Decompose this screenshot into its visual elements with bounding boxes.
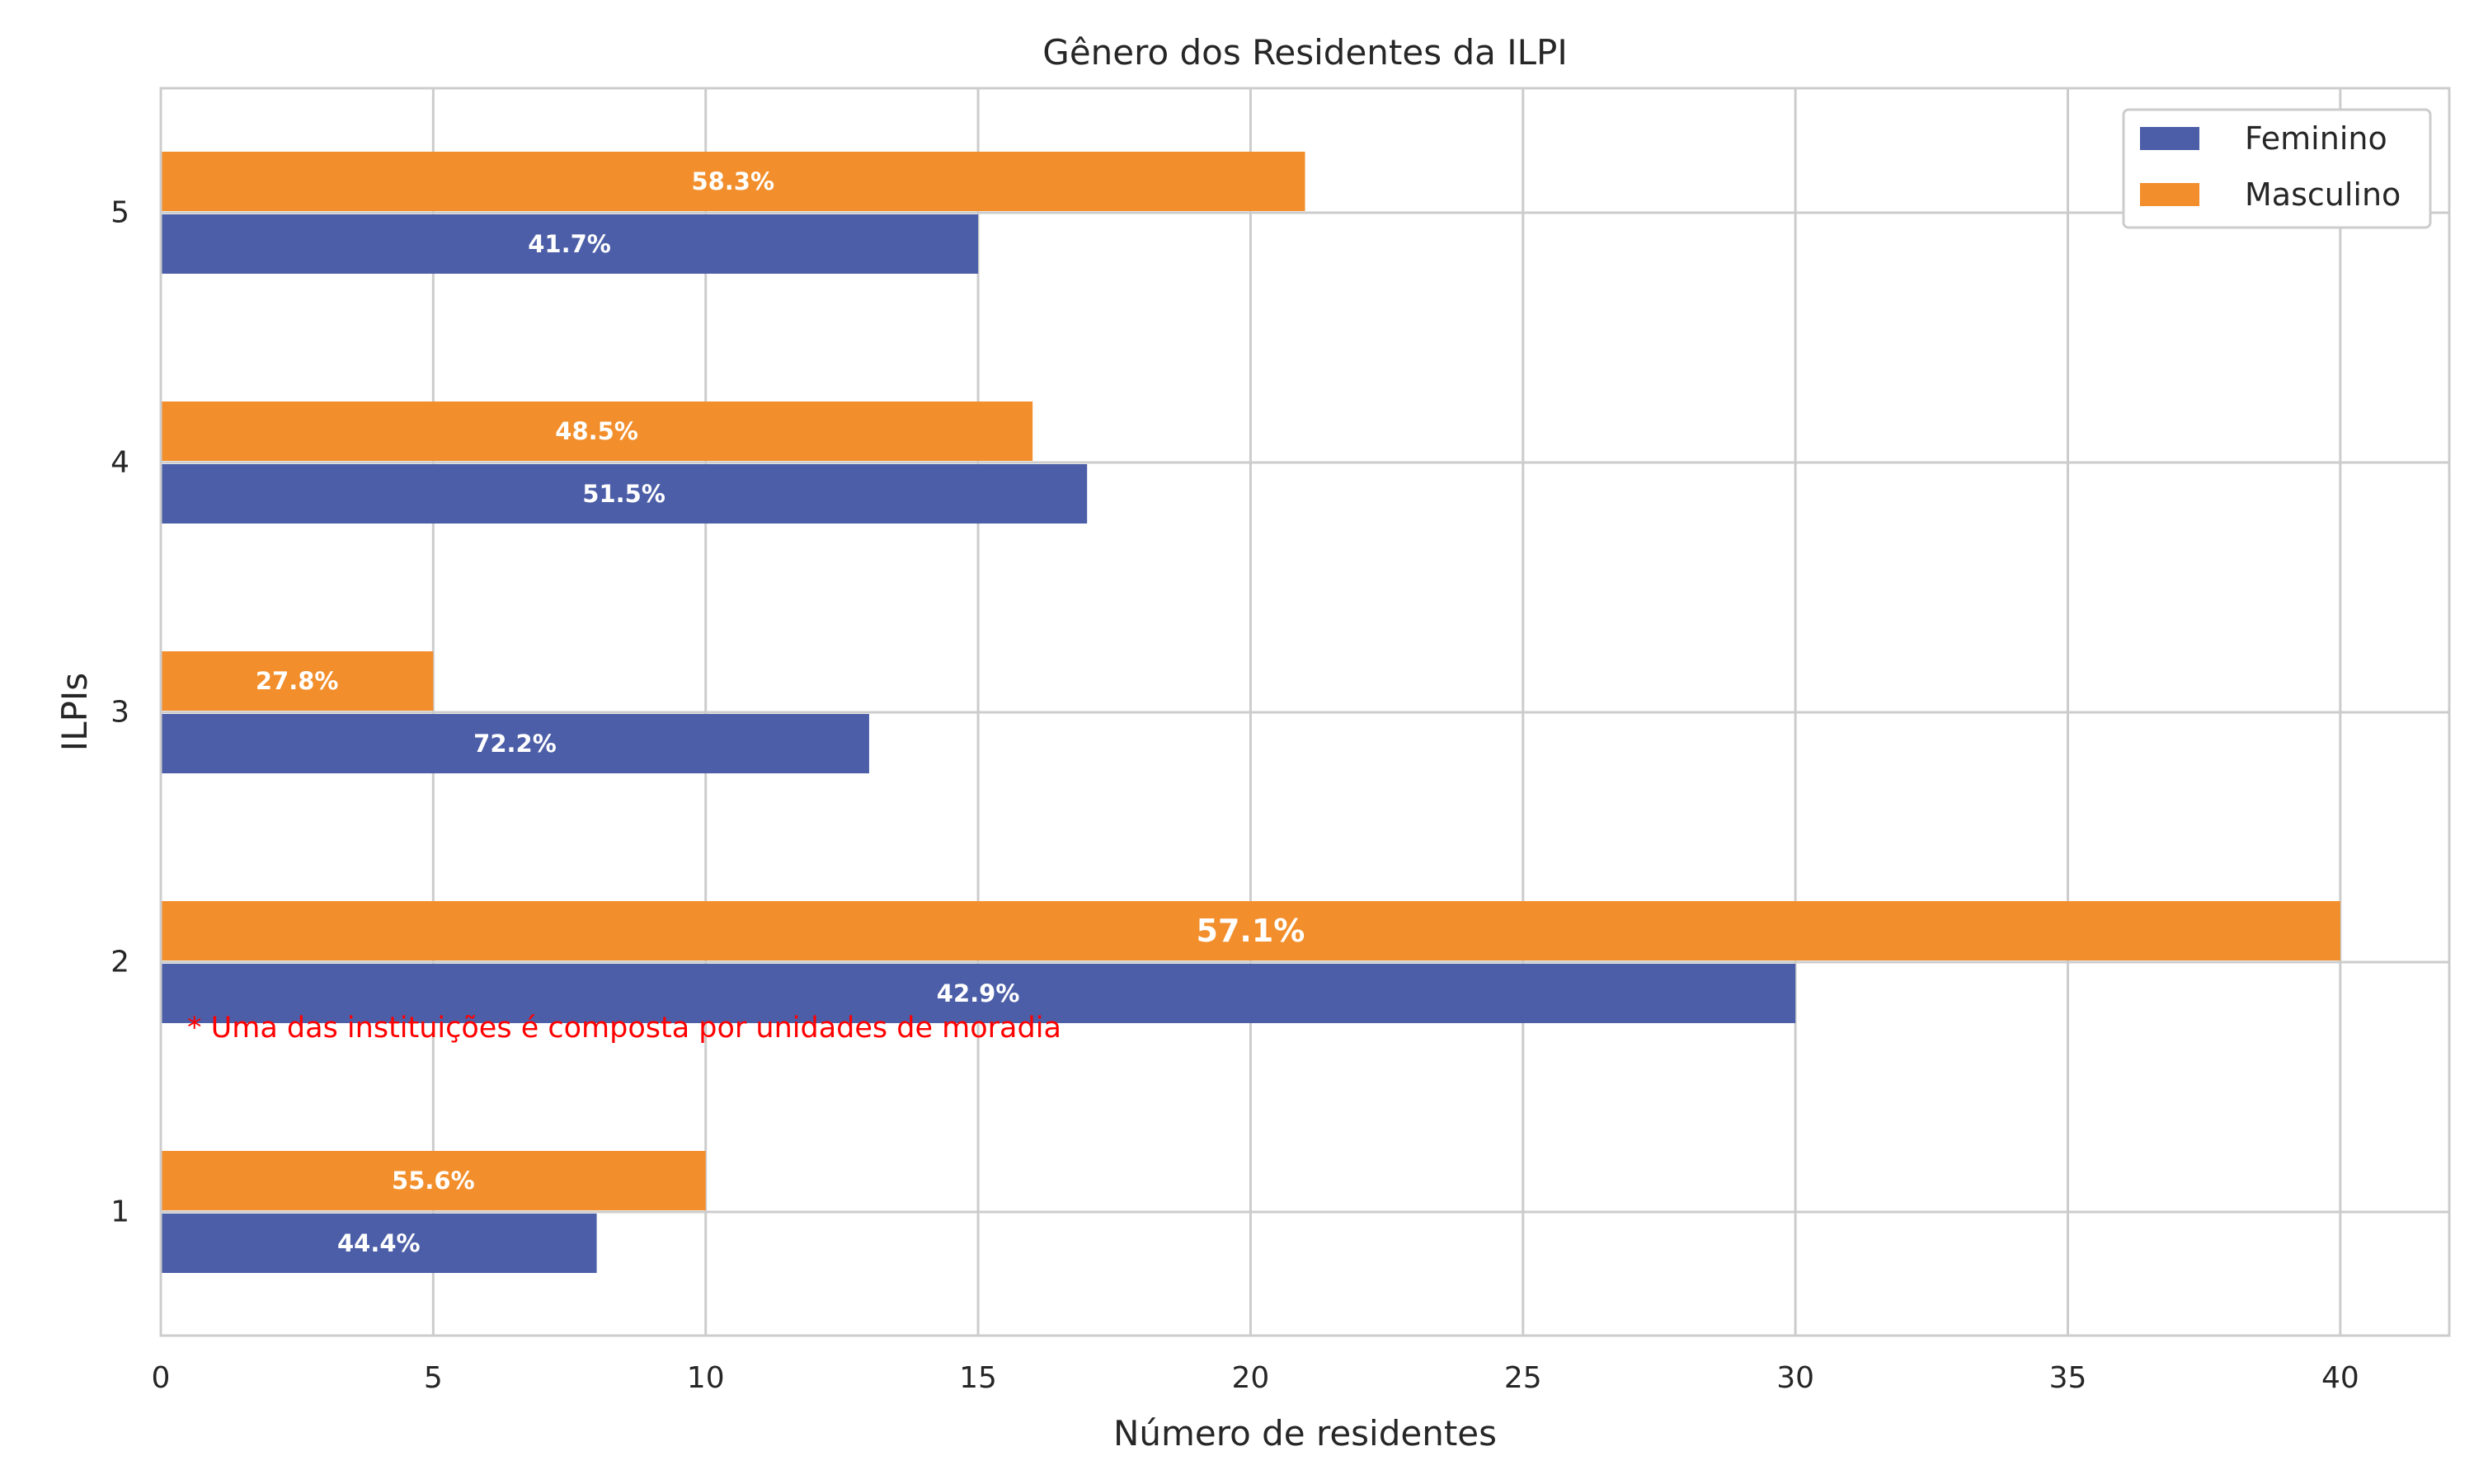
legend: Feminino Masculino <box>2122 108 2432 229</box>
legend-swatch-masculino <box>2140 183 2199 206</box>
bar-label-feminino-ilpi-4: 51.5% <box>582 480 666 508</box>
legend-label-masculino: Masculino <box>2245 176 2401 213</box>
bar-feminino-ilpi-1 <box>161 1214 597 1273</box>
x-tick-label: 20 <box>1232 1361 1270 1395</box>
x-tick-label: 40 <box>2321 1361 2359 1395</box>
y-tick-label: 2 <box>111 946 129 979</box>
bar-label-masculino-ilpi-5: 58.3% <box>691 167 774 195</box>
footnote-annotation: * Uma das instituições é composta por un… <box>187 1012 1061 1045</box>
y-tick-labels: 1 2 3 4 5 <box>111 196 129 1229</box>
x-tick-labels: 0 5 10 15 20 25 30 35 40 <box>152 1361 2359 1395</box>
x-tick-label: 30 <box>1776 1361 1814 1395</box>
legend-box <box>2122 108 2432 229</box>
x-tick-label: 35 <box>2049 1361 2087 1395</box>
plot-frame <box>159 87 2451 1337</box>
grid-lines <box>159 88 2449 1336</box>
bar-label-masculino-ilpi-4: 48.5% <box>555 417 638 445</box>
bar-feminino-ilpi-5 <box>161 214 979 274</box>
y-tick-label: 4 <box>111 446 129 480</box>
bar-label-feminino-ilpi-2: 42.9% <box>937 979 1020 1007</box>
y-tick-label: 1 <box>111 1195 129 1229</box>
legend-swatch-feminino <box>2140 127 2199 150</box>
x-tick-label: 0 <box>152 1361 171 1395</box>
x-tick-label: 15 <box>959 1361 997 1395</box>
bar-label-masculino-ilpi-3: 27.8% <box>256 667 339 695</box>
bar-masculino-ilpi-3 <box>161 651 434 711</box>
bar-feminino-ilpi-2 <box>161 964 1796 1023</box>
bar-masculino-ilpi-2 <box>161 901 2340 960</box>
x-tick-label: 25 <box>1504 1361 1542 1395</box>
bar-label-feminino-ilpi-1: 44.4% <box>337 1229 421 1257</box>
y-axis-title: ILPIs <box>54 673 95 751</box>
chart-title: Gênero dos Residentes da ILPI <box>1042 32 1567 73</box>
x-tick-label: 5 <box>424 1361 443 1395</box>
bar-masculino-ilpi-4 <box>161 402 1033 461</box>
bar-feminino-ilpi-3 <box>161 714 869 773</box>
y-tick-label: 5 <box>111 196 129 230</box>
y-tick-label: 3 <box>111 696 129 730</box>
bar-label-feminino-ilpi-3: 72.2% <box>473 730 557 758</box>
bar-label-masculino-ilpi-1: 55.6% <box>392 1167 475 1195</box>
x-axis-title: Número de residentes <box>1113 1413 1497 1453</box>
x-tick-label: 10 <box>687 1361 725 1395</box>
bars-group <box>161 152 2340 1273</box>
bar-label-feminino-ilpi-5: 41.7% <box>528 230 611 258</box>
bar-labels-group: 44.4% 55.6% 42.9% 57.1% 72.2% 27.8% 51.5% 48.5%… <box>256 167 1305 1257</box>
bar-feminino-ilpi-4 <box>161 464 1088 524</box>
legend-label-feminino: Feminino <box>2245 120 2387 157</box>
bar-label-masculino-ilpi-2: 57.1% <box>1197 913 1305 949</box>
bar-masculino-ilpi-5 <box>161 152 1305 211</box>
bar-masculino-ilpi-1 <box>161 1151 706 1210</box>
